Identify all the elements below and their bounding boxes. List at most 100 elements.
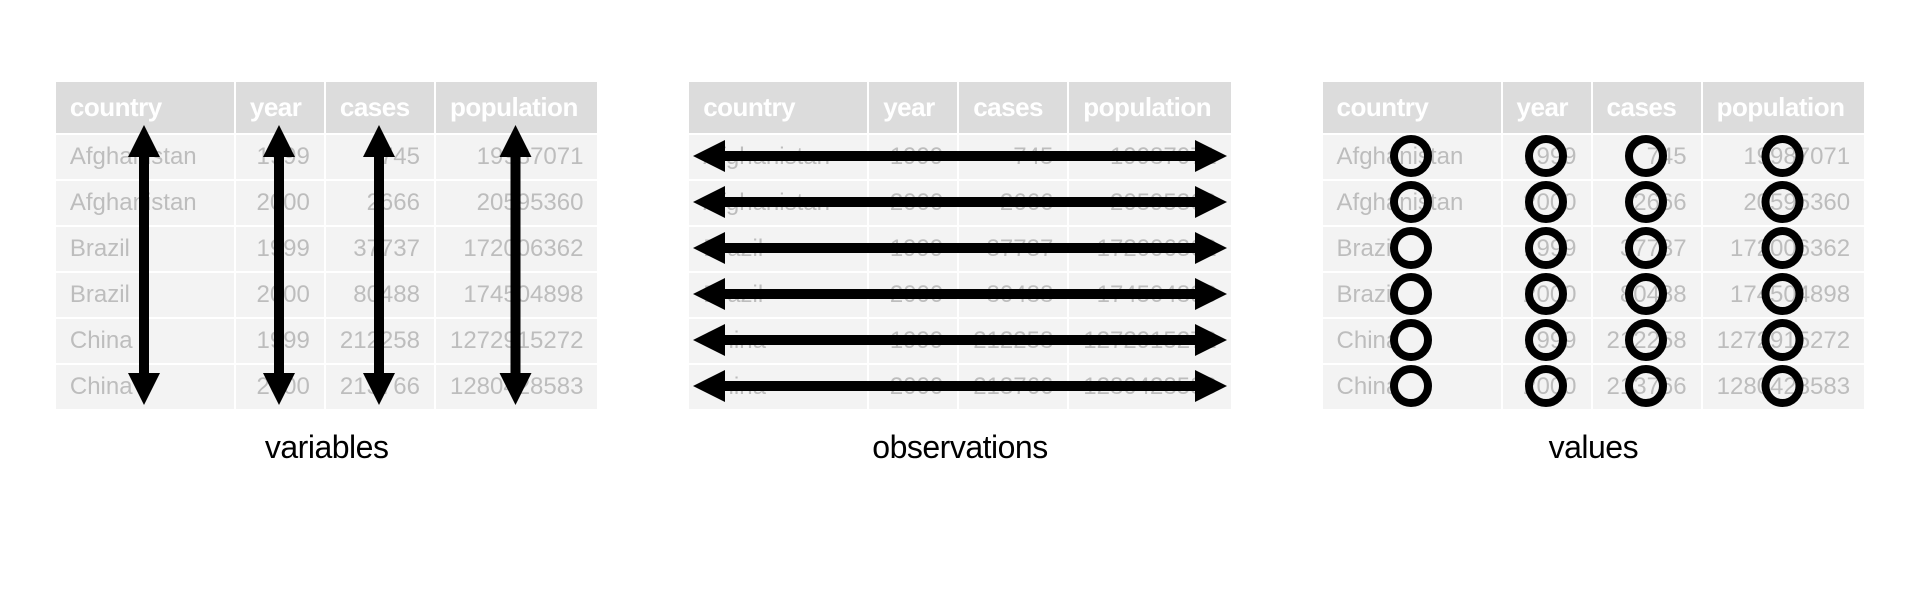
table-cell: 80488 xyxy=(325,272,435,318)
table-row: Afghanistan199974519987071 xyxy=(1322,134,1866,180)
table-cell: 37737 xyxy=(1592,226,1702,272)
table-cell: 1272915272 xyxy=(435,318,598,364)
table-cell: 20595360 xyxy=(1702,180,1865,226)
table-row: Brazil200080488174504898 xyxy=(1322,272,1866,318)
table-cell: 1280428583 xyxy=(435,364,598,410)
table-cell: 1999 xyxy=(235,318,325,364)
table-cell: 1999 xyxy=(235,134,325,180)
table-cell: China xyxy=(1322,364,1502,410)
column-header: population xyxy=(1068,81,1231,134)
column-header: country xyxy=(688,81,868,134)
table-cell: 2000 xyxy=(1502,272,1592,318)
table-cell: 1999 xyxy=(235,226,325,272)
table-cell: 745 xyxy=(325,134,435,180)
column-header: population xyxy=(1702,81,1865,134)
table-cell: 19987071 xyxy=(1068,134,1231,180)
table-cell: Afghanistan xyxy=(55,180,235,226)
table-row: China20002137661280428583 xyxy=(1322,364,1866,410)
table-row: China20002137661280428583 xyxy=(55,364,599,410)
table-cell: Afghanistan xyxy=(1322,134,1502,180)
table-cell: Afghanistan xyxy=(1322,180,1502,226)
column-header: year xyxy=(868,81,958,134)
table-cell: 172006362 xyxy=(1068,226,1231,272)
table-cell: Brazil xyxy=(688,272,868,318)
table-cell: Brazil xyxy=(55,226,235,272)
column-header: cases xyxy=(958,81,1068,134)
table-row: Brazil199937737172006362 xyxy=(55,226,599,272)
table-row: China19992122581272915272 xyxy=(55,318,599,364)
column-header: cases xyxy=(325,81,435,134)
data-table: countryyearcasespopulation Afghanistan19… xyxy=(1321,80,1867,411)
table-cell: 212258 xyxy=(1592,318,1702,364)
table-cell: 1999 xyxy=(868,134,958,180)
table-row: Afghanistan2000266620595360 xyxy=(55,180,599,226)
panel-variables: countryyearcasespopulation Afghanistan19… xyxy=(54,80,600,466)
table-cell: Brazil xyxy=(1322,226,1502,272)
table-cell: 745 xyxy=(958,134,1068,180)
table-row: Brazil199937737172006362 xyxy=(688,226,1232,272)
table-cell: 80488 xyxy=(958,272,1068,318)
table-row: Brazil200080488174504898 xyxy=(55,272,599,318)
table-wrap-observations: countryyearcasespopulation Afghanistan19… xyxy=(687,80,1233,411)
table-cell: 2000 xyxy=(235,272,325,318)
table-cell: 172006362 xyxy=(435,226,598,272)
table-cell: Afghanistan xyxy=(55,134,235,180)
column-header: year xyxy=(235,81,325,134)
column-header: country xyxy=(1322,81,1502,134)
table-cell: 1272915272 xyxy=(1702,318,1865,364)
table-row: China19992122581272915272 xyxy=(688,318,1232,364)
caption-observations: observations xyxy=(872,429,1047,466)
table-wrap-values: countryyearcasespopulation Afghanistan19… xyxy=(1321,80,1867,411)
table-cell: 2666 xyxy=(1592,180,1702,226)
table-cell: 1280428583 xyxy=(1068,364,1231,410)
caption-variables: variables xyxy=(265,429,389,466)
table-cell: China xyxy=(688,364,868,410)
table-cell: 1999 xyxy=(868,226,958,272)
table-cell: China xyxy=(1322,318,1502,364)
caption-values: values xyxy=(1549,429,1639,466)
table-cell: 2000 xyxy=(1502,180,1592,226)
column-header: year xyxy=(1502,81,1592,134)
table-cell: 1999 xyxy=(1502,226,1592,272)
column-header: cases xyxy=(1592,81,1702,134)
table-cell: 212258 xyxy=(325,318,435,364)
table-cell: Afghanistan xyxy=(688,134,868,180)
table-cell: 2000 xyxy=(235,180,325,226)
table-cell: 212258 xyxy=(958,318,1068,364)
column-header: country xyxy=(55,81,235,134)
table-cell: 20595360 xyxy=(435,180,598,226)
table-row: Afghanistan2000266620595360 xyxy=(1322,180,1866,226)
column-header: population xyxy=(435,81,598,134)
table-cell: 20595360 xyxy=(1068,180,1231,226)
panel-observations: countryyearcasespopulation Afghanistan19… xyxy=(687,80,1233,466)
table-cell: 213766 xyxy=(958,364,1068,410)
table-cell: 174504898 xyxy=(1702,272,1865,318)
table-cell: 2000 xyxy=(868,272,958,318)
table-cell: 172006362 xyxy=(1702,226,1865,272)
table-cell: 2000 xyxy=(868,180,958,226)
table-cell: 213766 xyxy=(325,364,435,410)
table-row: China19992122581272915272 xyxy=(1322,318,1866,364)
table-row: China20002137661280428583 xyxy=(688,364,1232,410)
table-wrap-variables: countryyearcasespopulation Afghanistan19… xyxy=(54,80,600,411)
table-cell: China xyxy=(55,364,235,410)
table-row: Brazil200080488174504898 xyxy=(688,272,1232,318)
diagram-container: countryyearcasespopulation Afghanistan19… xyxy=(0,0,1920,466)
table-cell: 37737 xyxy=(958,226,1068,272)
table-cell: Afghanistan xyxy=(688,180,868,226)
table-cell: 745 xyxy=(1592,134,1702,180)
table-cell: 1999 xyxy=(1502,318,1592,364)
panel-values: countryyearcasespopulation Afghanistan19… xyxy=(1321,80,1867,466)
table-cell: 19987071 xyxy=(1702,134,1865,180)
table-cell: Brazil xyxy=(1322,272,1502,318)
table-cell: 37737 xyxy=(325,226,435,272)
table-cell: 174504898 xyxy=(1068,272,1231,318)
data-table: countryyearcasespopulation Afghanistan19… xyxy=(687,80,1233,411)
table-cell: 1999 xyxy=(868,318,958,364)
table-cell: Brazil xyxy=(55,272,235,318)
table-cell: 19987071 xyxy=(435,134,598,180)
table-row: Afghanistan199974519987071 xyxy=(55,134,599,180)
table-cell: 1272915272 xyxy=(1068,318,1231,364)
table-cell: 1280428583 xyxy=(1702,364,1865,410)
table-cell: 2666 xyxy=(325,180,435,226)
